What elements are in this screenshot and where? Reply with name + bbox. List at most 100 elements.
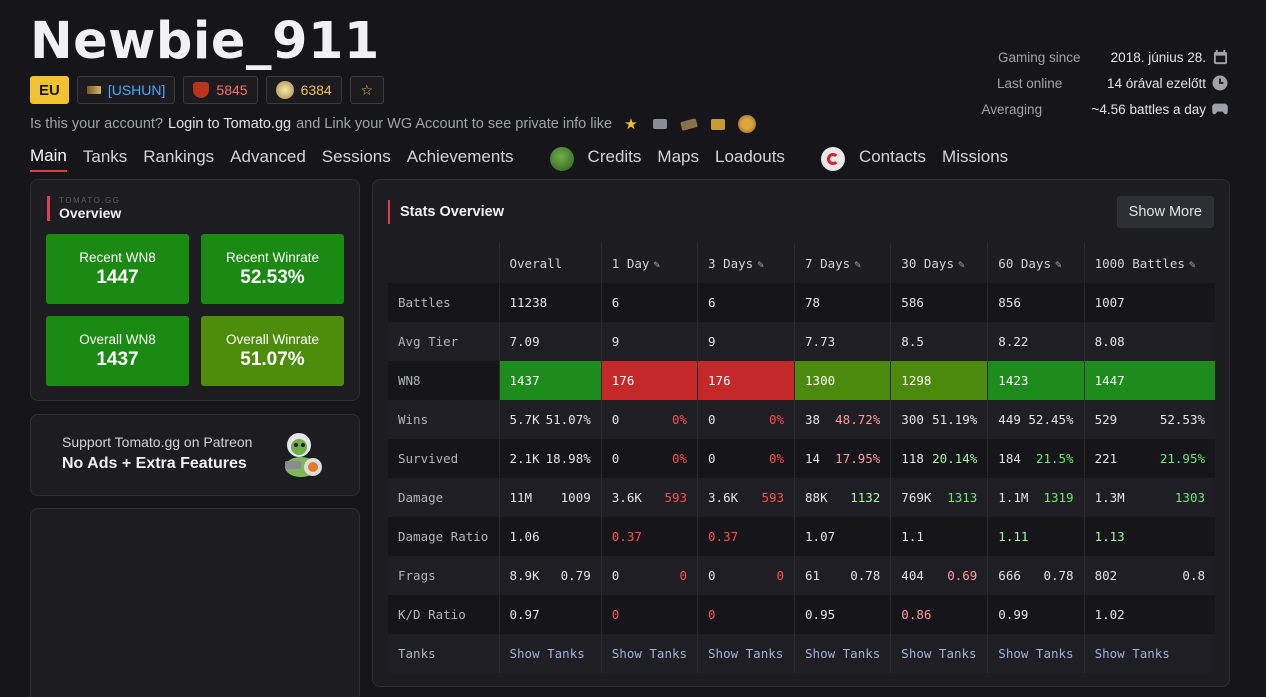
table-cell: 586	[890, 283, 989, 322]
total: 0	[611, 568, 620, 583]
patreon-line2: No Ads + Extra Features	[62, 455, 247, 472]
average: 1009	[560, 490, 591, 505]
count: 38	[805, 412, 821, 427]
badge-icon	[737, 114, 757, 134]
column-label: 30 Days	[901, 255, 954, 271]
claim-account-banner: Is this your account? Login to Tomato.gg…	[30, 114, 757, 134]
clan-badge[interactable]: [USHUN]	[76, 76, 176, 104]
tab-contacts[interactable]: Contacts	[858, 147, 927, 166]
table-cell: 1.1	[890, 517, 989, 556]
meta-row-gaming-since: Gaming since 2018. június 28.	[982, 44, 1228, 70]
tab-achievements[interactable]: Achievements	[406, 147, 514, 166]
count: 184	[998, 451, 1021, 466]
edit-icon[interactable]: ✎	[1188, 257, 1196, 271]
table-cell: 8.9K 0.79	[499, 556, 602, 595]
main-nav: Main Tanks Rankings Advanced Sessions Ac…	[30, 146, 1024, 172]
row-label: Frags	[388, 556, 500, 595]
total: 0	[708, 568, 716, 583]
meta-value-wrap: 2018. június 28.	[1108, 49, 1228, 65]
recent-wn8-box: Recent WN8 1447	[46, 234, 189, 304]
column-header: 3 Days ✎	[697, 243, 796, 283]
row-label: K/D Ratio	[388, 595, 500, 634]
stats-overview-panel: Stats Overview Show More Overall 1 Day ✎ …	[372, 179, 1230, 687]
tab-tanks[interactable]: Tanks	[82, 147, 128, 166]
show-tanks-link[interactable]: Show Tanks	[890, 634, 989, 673]
table-cell: 769K 1313	[890, 478, 989, 517]
stat-value: 52.53%	[240, 266, 305, 288]
table-cell: 1.3M 1303	[1084, 478, 1215, 517]
tab-rankings[interactable]: Rankings	[143, 147, 215, 166]
tab-credits[interactable]: Credits	[587, 147, 642, 166]
table-cell: 300 51.19%	[890, 400, 989, 439]
count: 449	[998, 412, 1021, 427]
patreon-panel[interactable]: Support Tomato.gg on Patreon No Ads + Ex…	[30, 414, 360, 496]
edit-icon[interactable]: ✎	[653, 257, 661, 271]
show-more-button[interactable]: Show More	[1116, 196, 1214, 228]
table-cell: 2.1K 18.98%	[499, 439, 602, 478]
favorite-star-button[interactable]: ☆	[349, 76, 384, 104]
column-label: 1 Day	[611, 255, 650, 271]
show-tanks-link[interactable]: Show Tanks	[499, 634, 602, 673]
tab-maps[interactable]: Maps	[657, 147, 699, 166]
rate: 51.07%	[545, 412, 591, 427]
cell-pair: 221 21.95%	[1095, 451, 1205, 466]
player-name: Newbie_911	[30, 12, 380, 71]
table-cell: 8.22	[987, 322, 1085, 361]
table-cell: 5.7K 51.07%	[499, 400, 602, 439]
show-tanks-link[interactable]: Show Tanks	[987, 634, 1085, 673]
medal-value: 6384	[300, 82, 332, 98]
table-cell: 9	[601, 322, 699, 361]
average: 0.79	[560, 568, 591, 583]
total: 61	[805, 568, 821, 583]
table-row-tanks: Tanks Show Tanks Show Tanks Show Tanks S…	[388, 634, 1215, 673]
meta-row-averaging: Averaging ~4.56 battles a day	[982, 96, 1228, 122]
show-tanks-link[interactable]: Show Tanks	[794, 634, 892, 673]
table-cell: 1.11	[987, 517, 1085, 556]
table-cell: 1.1M 1319	[987, 478, 1085, 517]
login-link[interactable]: Login to Tomato.gg	[168, 116, 292, 132]
average: 1132	[850, 490, 881, 505]
edit-icon[interactable]: ✎	[957, 257, 965, 271]
table-cell: 1.13	[1084, 517, 1215, 556]
show-tanks-link[interactable]: Show Tanks	[697, 634, 796, 673]
count: 300	[901, 412, 924, 427]
edit-icon[interactable]: ✎	[1054, 257, 1062, 271]
table-cell: 0.97	[499, 595, 602, 634]
table-cell: 529 52.53%	[1084, 400, 1215, 439]
stat-label: Recent Winrate	[225, 249, 320, 265]
table-cell: 9	[697, 322, 796, 361]
tab-loadouts[interactable]: Loadouts	[714, 147, 785, 166]
meta-value: 14 órával ezelőtt	[1106, 75, 1206, 91]
show-tanks-link[interactable]: Show Tanks	[1084, 634, 1215, 673]
meta-label: Gaming since	[998, 49, 1081, 65]
table-cell: 8.5	[890, 322, 989, 361]
tab-sessions[interactable]: Sessions	[321, 147, 391, 166]
table-cell: 3.6K 593	[697, 478, 796, 517]
table-cell: 0.86	[890, 595, 989, 634]
tab-missions[interactable]: Missions	[942, 147, 1009, 166]
cell-pair: 8.9K 0.79	[510, 568, 591, 583]
clan-emblem-icon	[86, 86, 101, 94]
table-cell: 0	[601, 595, 699, 634]
stat-value: 1447	[96, 266, 139, 288]
stat-label: Overall Winrate	[225, 331, 320, 347]
total: 769K	[901, 490, 932, 505]
count: 2.1K	[509, 451, 540, 466]
count: 14	[805, 451, 821, 466]
calendar-icon	[1212, 49, 1228, 65]
table-cell: 0.95	[794, 595, 892, 634]
cell-pair: 5.7K 51.07%	[510, 412, 591, 427]
edit-icon[interactable]: ✎	[757, 257, 764, 271]
average: 1319	[1043, 490, 1074, 505]
overview-header: TOMATO.GG Overview	[47, 196, 121, 221]
edit-icon[interactable]: ✎	[854, 257, 861, 271]
table-cell: 176	[697, 361, 796, 400]
tab-main[interactable]: Main	[30, 146, 67, 172]
column-header: 30 Days ✎	[890, 243, 989, 283]
tab-advanced[interactable]: Advanced	[230, 147, 306, 166]
table-cell: 1.07	[794, 517, 892, 556]
show-tanks-link[interactable]: Show Tanks	[601, 634, 699, 673]
table-row-kd-ratio: K/D Ratio 0.97 0 0 0.95 0.86 0.99 1.02	[388, 595, 1215, 634]
